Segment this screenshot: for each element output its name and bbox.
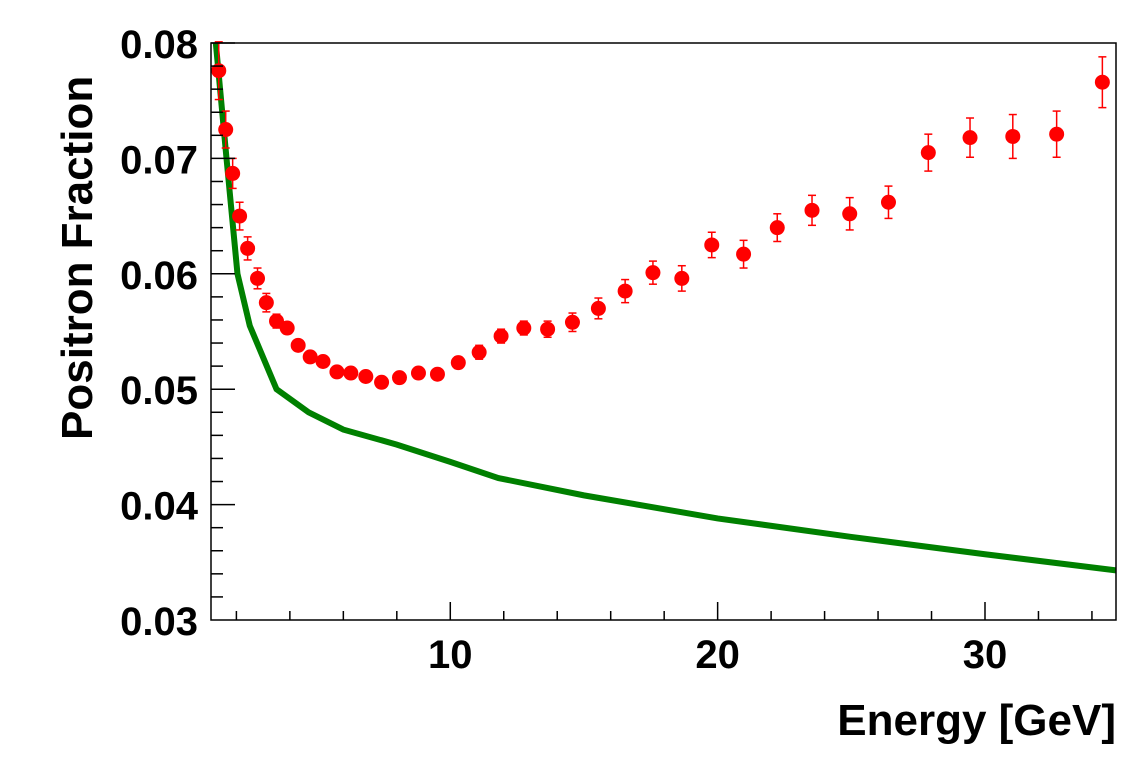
data-point — [279, 320, 295, 336]
point-marker — [962, 130, 978, 146]
point-marker — [358, 369, 374, 385]
data-point — [211, 41, 227, 101]
data-point — [343, 365, 359, 381]
data-point — [1005, 113, 1021, 160]
data-point — [258, 292, 274, 313]
data-point — [842, 196, 858, 231]
data-point — [225, 157, 241, 190]
point-marker — [736, 246, 752, 262]
data-point — [540, 320, 556, 339]
data-point — [674, 264, 690, 292]
model-curve — [212, 42, 1117, 574]
point-marker — [471, 344, 487, 360]
data-point — [645, 260, 661, 285]
y-tick-label: 0.03 — [120, 600, 198, 644]
y-tick-label: 0.08 — [120, 23, 198, 67]
point-marker — [240, 240, 256, 256]
x-tick-label: 20 — [695, 633, 740, 677]
data-point — [329, 364, 345, 380]
point-marker — [645, 265, 661, 281]
point-marker — [1005, 128, 1021, 144]
point-marker — [225, 165, 241, 181]
data-point — [240, 236, 256, 261]
y-tick-label: 0.04 — [120, 485, 199, 529]
x-tick-label: 10 — [428, 633, 473, 677]
point-marker — [674, 270, 690, 286]
point-marker — [218, 122, 234, 138]
point-marker — [269, 313, 285, 329]
data-point — [410, 365, 426, 381]
point-marker — [250, 270, 266, 286]
point-marker — [211, 63, 227, 79]
point-marker — [450, 355, 466, 371]
point-marker — [493, 328, 509, 344]
point-marker — [516, 320, 532, 336]
y-tick-label: 0.05 — [120, 369, 198, 413]
point-marker — [302, 349, 318, 365]
point-marker — [540, 321, 556, 337]
data-point — [769, 213, 785, 243]
point-marker — [391, 370, 407, 386]
point-marker — [617, 283, 633, 299]
data-point — [315, 354, 331, 370]
plot-frame — [210, 42, 1117, 621]
x-tick-label: 30 — [963, 633, 1008, 677]
data-point — [269, 313, 285, 329]
data-point — [564, 312, 580, 333]
point-marker — [769, 220, 785, 236]
data-point — [471, 344, 487, 360]
point-marker — [704, 237, 720, 253]
y-axis-label: Positron Fraction — [53, 76, 102, 440]
point-marker — [920, 145, 936, 161]
point-marker — [258, 295, 274, 311]
y-tick-label: 0.07 — [120, 138, 198, 182]
data-point — [250, 267, 266, 290]
point-marker — [374, 374, 390, 390]
data-point — [736, 239, 752, 269]
data-point — [429, 366, 445, 382]
point-marker — [410, 365, 426, 381]
data-point — [290, 337, 306, 353]
data-point — [232, 201, 248, 231]
point-marker — [279, 320, 295, 336]
data-point — [302, 349, 318, 365]
point-marker — [329, 364, 345, 380]
data-point — [450, 355, 466, 371]
point-marker — [232, 208, 248, 224]
data-point — [358, 369, 374, 385]
point-marker — [1049, 126, 1065, 142]
point-marker — [880, 194, 896, 210]
data-point — [880, 185, 896, 220]
point-marker — [290, 337, 306, 353]
data-point — [704, 231, 720, 259]
point-marker — [343, 365, 359, 381]
data-point — [493, 328, 509, 344]
data-point — [920, 133, 936, 172]
point-marker — [590, 300, 606, 316]
point-marker — [804, 202, 820, 218]
data-point — [590, 297, 606, 320]
point-marker — [564, 314, 580, 330]
data-point — [617, 278, 633, 304]
point-marker — [1094, 74, 1110, 90]
data-point — [1049, 110, 1065, 158]
data-point — [374, 374, 390, 390]
data-point — [218, 110, 234, 149]
data-point — [391, 370, 407, 386]
data-point — [516, 320, 532, 336]
point-marker — [315, 354, 331, 370]
point-marker — [842, 206, 858, 222]
data-point — [1094, 56, 1110, 109]
y-tick-label: 0.06 — [120, 254, 198, 298]
data-point — [962, 117, 978, 158]
data-point — [804, 194, 820, 227]
x-axis-label: Energy [GeV] — [837, 696, 1116, 745]
point-marker — [429, 366, 445, 382]
